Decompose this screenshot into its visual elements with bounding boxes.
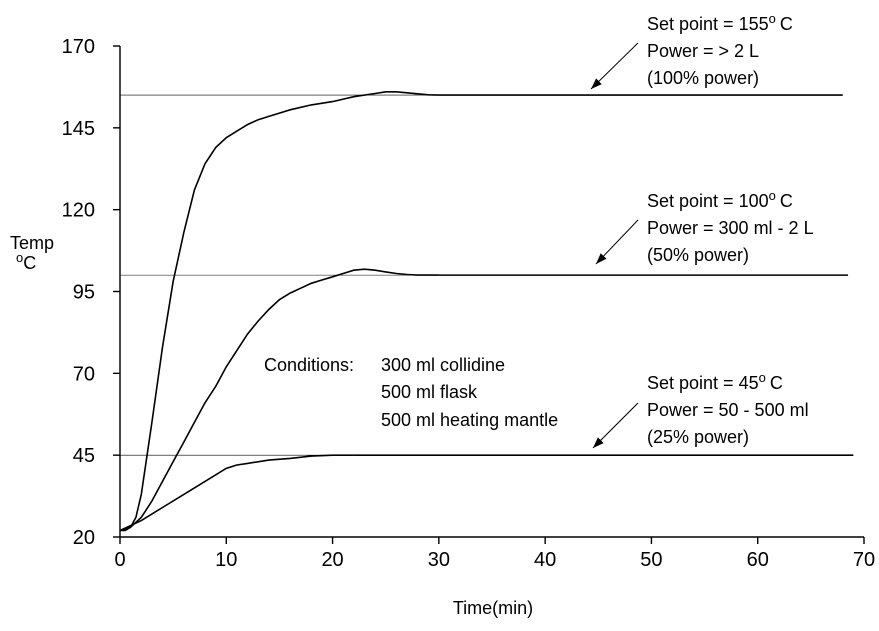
unit-symbol: C xyxy=(780,14,793,34)
y-axis-unit-prefix: o xyxy=(16,250,23,265)
arrowhead-icon xyxy=(596,253,607,264)
y-tick-label: 20 xyxy=(73,527,95,549)
power-percent-label: (50% power) xyxy=(647,245,749,265)
arrowhead-icon xyxy=(593,437,604,448)
heating-curve-100 xyxy=(119,268,439,532)
setpoint-value: Set point = 100 xyxy=(647,191,769,211)
heating-curve-155 xyxy=(120,91,439,532)
x-tick-label: 20 xyxy=(321,549,343,571)
x-tick-label: 40 xyxy=(534,549,556,571)
unit-symbol: C xyxy=(780,191,793,211)
power-label: Power = 300 ml - 2 L xyxy=(647,218,814,238)
x-tick-label: 70 xyxy=(853,549,875,571)
x-tick-label: 60 xyxy=(747,549,769,571)
y-axis-title: Temp xyxy=(10,233,54,253)
y-tick-label: 70 xyxy=(73,363,95,385)
y-axis-unit-symbol: C xyxy=(23,253,36,273)
power-label: Power = > 2 L xyxy=(647,41,759,61)
setpoint-label: Set point = 100o C xyxy=(647,188,793,212)
heating-curve-45 xyxy=(119,454,354,532)
conditions-note: Conditions: 300 ml collidine 500 ml flas… xyxy=(264,355,558,430)
setpoint-value: Set point = 155 xyxy=(647,14,769,34)
x-tick-label: 30 xyxy=(428,549,450,571)
y-tick-label: 145 xyxy=(62,118,95,140)
y-tick-label: 170 xyxy=(62,36,95,58)
setpoint-annotation: Set point = 100o C Power = 300 ml - 2 L (50… xyxy=(595,188,814,265)
x-tick-label: 10 xyxy=(215,549,237,571)
x-ticks: 0 10 20 30 40 50 60 70 xyxy=(114,537,875,571)
degree-mark: o xyxy=(759,370,766,385)
conditions-item: 500 ml heating mantle xyxy=(381,410,558,430)
degree-mark: o xyxy=(769,188,776,203)
series-curves xyxy=(119,91,854,532)
conditions-item: 500 ml flask xyxy=(381,382,478,402)
setpoint-annotation: Set point = 45o C Power = 50 - 500 ml (25% … xyxy=(592,370,809,449)
y-tick-label: 120 xyxy=(62,200,95,222)
setpoint-annotation: Set point = 155o C Power = > 2 L (100% powe… xyxy=(590,11,793,90)
degree-mark: o xyxy=(769,11,776,26)
setpoint-label: Set point = 155o C xyxy=(647,11,793,35)
y-tick-label: 45 xyxy=(73,445,95,467)
x-tick-label: 0 xyxy=(114,549,125,571)
y-axis-unit: oC xyxy=(16,250,36,274)
y-tick-label: 95 xyxy=(73,282,95,304)
axes xyxy=(119,46,864,538)
x-tick-label: 50 xyxy=(640,549,662,571)
setpoint-label: Set point = 45o C xyxy=(647,370,783,394)
power-percent-label: (25% power) xyxy=(647,427,749,447)
setpoint-value: Set point = 45 xyxy=(647,373,759,393)
unit-symbol: C xyxy=(770,373,783,393)
arrowhead-icon xyxy=(591,78,602,89)
x-axis-title: Time(min) xyxy=(453,598,533,618)
y-ticks: 20 45 70 95 120 145 170 xyxy=(62,36,120,549)
power-label: Power = 50 - 500 ml xyxy=(647,400,809,420)
power-percent-label: (100% power) xyxy=(647,68,759,88)
conditions-item: 300 ml collidine xyxy=(381,355,505,375)
conditions-label: Conditions: xyxy=(264,355,354,375)
